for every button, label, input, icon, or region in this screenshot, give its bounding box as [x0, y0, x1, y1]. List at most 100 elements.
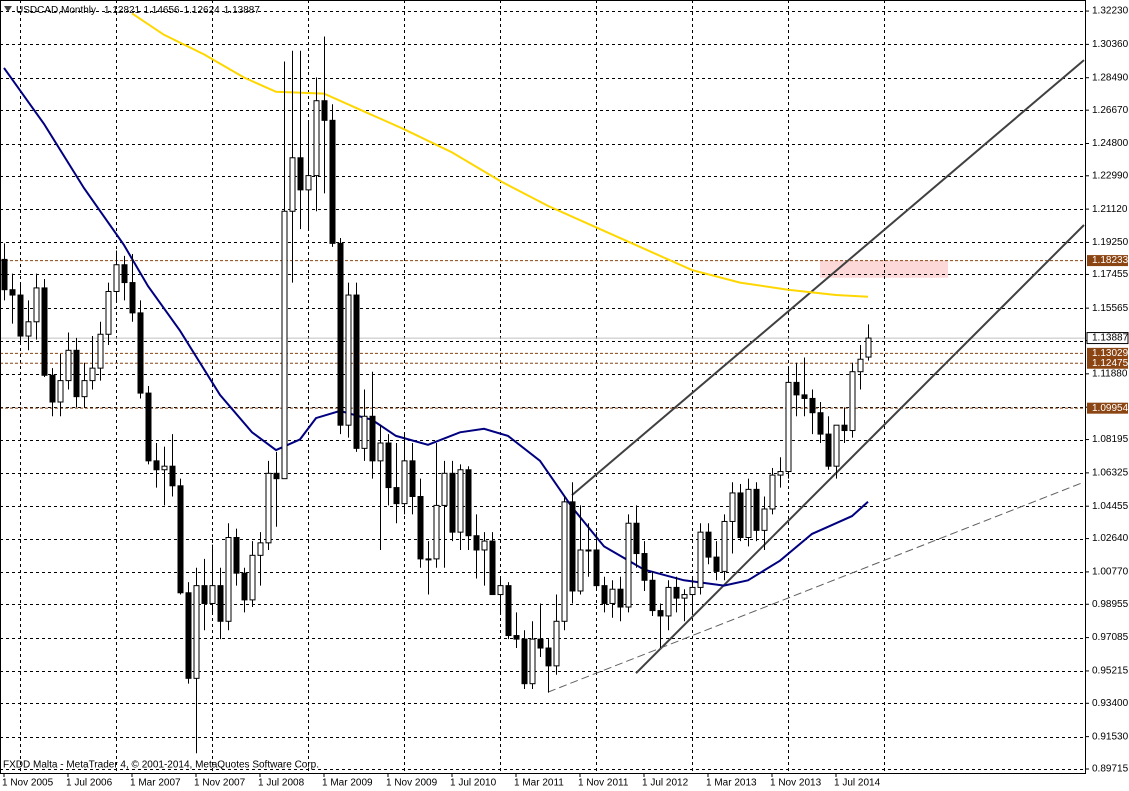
header-icon	[4, 6, 12, 12]
candle-body	[313, 100, 320, 177]
y-tick-label: 1.22990	[1092, 170, 1129, 181]
footer: FXDD Malta - MetaTrader 4, © 2001-2014, …	[3, 760, 319, 771]
candle-body	[185, 592, 192, 679]
x-tick-label: 1 Jul 2008	[258, 778, 305, 789]
candle-body	[201, 585, 208, 604]
candle-body	[353, 294, 360, 449]
x-tick-label: 1 Nov 2005	[2, 778, 54, 789]
candle-body	[265, 472, 272, 544]
candle-body	[329, 119, 336, 244]
level-label: 1.18233	[1092, 255, 1129, 266]
candle-body	[449, 472, 456, 533]
y-tick-label: 1.21120	[1092, 204, 1128, 215]
x-tick-label: 1 Mar 2007	[130, 778, 181, 789]
candle-body	[529, 638, 536, 685]
candle-body	[657, 610, 664, 617]
y-tick-label: 1.19250	[1092, 237, 1129, 248]
candle-body	[153, 460, 160, 471]
y-tick-label: 0.95215	[1092, 666, 1129, 677]
candle-body	[673, 586, 680, 599]
candle-body	[273, 472, 280, 480]
open-value: 1.12821	[104, 5, 141, 16]
candle-body	[569, 501, 576, 592]
plot-layer	[0, 0, 1085, 773]
candle-body	[321, 100, 328, 121]
y-tick-label: 0.91530	[1092, 731, 1129, 742]
candle-body	[113, 264, 120, 292]
candle-body	[401, 460, 408, 505]
candle-body	[441, 472, 448, 506]
candle-body	[281, 210, 288, 480]
zone	[820, 260, 948, 278]
candle-body	[833, 424, 840, 467]
candle-body	[161, 465, 168, 471]
candle-body	[105, 290, 112, 335]
candle-body	[425, 558, 432, 561]
candle-body	[177, 485, 184, 594]
candle-body	[337, 242, 344, 426]
candle-body	[409, 460, 416, 497]
trend-line	[571, 59, 1085, 496]
candle-body	[9, 289, 16, 296]
candle-body	[665, 586, 672, 617]
last-price-box	[1086, 332, 1129, 345]
candle-body	[385, 442, 392, 489]
candle-body	[65, 349, 72, 382]
candle-body	[121, 264, 128, 284]
y-tick-label: 1.28490	[1092, 72, 1129, 83]
candle-body	[137, 312, 144, 394]
candle-body	[305, 175, 312, 191]
candle-body	[225, 536, 232, 622]
close-value: 1.13887	[224, 5, 261, 16]
candle-body	[25, 321, 32, 337]
candle-body	[649, 579, 656, 612]
level-label-box	[1087, 402, 1128, 414]
moving-average	[131, 12, 869, 298]
candle-body	[33, 287, 40, 323]
y-tick-label: 1.04455	[1092, 501, 1129, 512]
candle-body	[633, 522, 640, 555]
candle-body	[257, 542, 264, 556]
candle-body	[769, 474, 776, 510]
candle-body	[513, 635, 520, 640]
candle-body	[521, 638, 528, 685]
candle-body	[457, 469, 464, 533]
x-tick-label: 1 Jul 2012	[642, 778, 689, 789]
candle-body	[393, 487, 400, 505]
x-tick-label: 1 Nov 2011	[578, 778, 629, 789]
candle-body	[737, 492, 744, 538]
candle-body	[481, 540, 488, 551]
level-label-box	[1087, 255, 1128, 267]
x-tick-label: 1 Mar 2011	[514, 778, 564, 789]
candle-body	[601, 585, 608, 604]
candle-body	[241, 572, 248, 601]
plot-frame	[0, 0, 1086, 774]
level-label: 1.09954	[1092, 403, 1129, 414]
candle-body	[857, 358, 864, 373]
candle-body	[585, 549, 592, 552]
y-tick-label: 1.06325	[1092, 468, 1129, 479]
header: USDCAD,Monthly 1.12821 1.14656 1.12624 1.138…	[16, 5, 260, 16]
y-tick-label: 1.11880	[1092, 368, 1128, 379]
candle-body	[729, 492, 736, 522]
candle-body	[537, 638, 544, 649]
candle-body	[433, 504, 440, 560]
candle-body	[97, 333, 104, 369]
candle-body	[809, 397, 816, 414]
candle-body	[89, 367, 96, 382]
candle-body	[777, 471, 784, 476]
candle-body	[249, 554, 256, 601]
candle-body	[193, 585, 200, 679]
candle-body	[841, 424, 848, 432]
candle-body	[145, 392, 152, 462]
x-tick-label: 1 Jul 2006	[66, 778, 113, 789]
candle-body	[489, 540, 496, 596]
candle-body	[17, 294, 24, 337]
y-tick-label: 1.15565	[1092, 303, 1129, 314]
y-tick-label: 1.08195	[1092, 434, 1129, 445]
low-value: 1.12624	[184, 5, 221, 16]
candle-body	[297, 157, 304, 191]
candle-body	[617, 588, 624, 608]
